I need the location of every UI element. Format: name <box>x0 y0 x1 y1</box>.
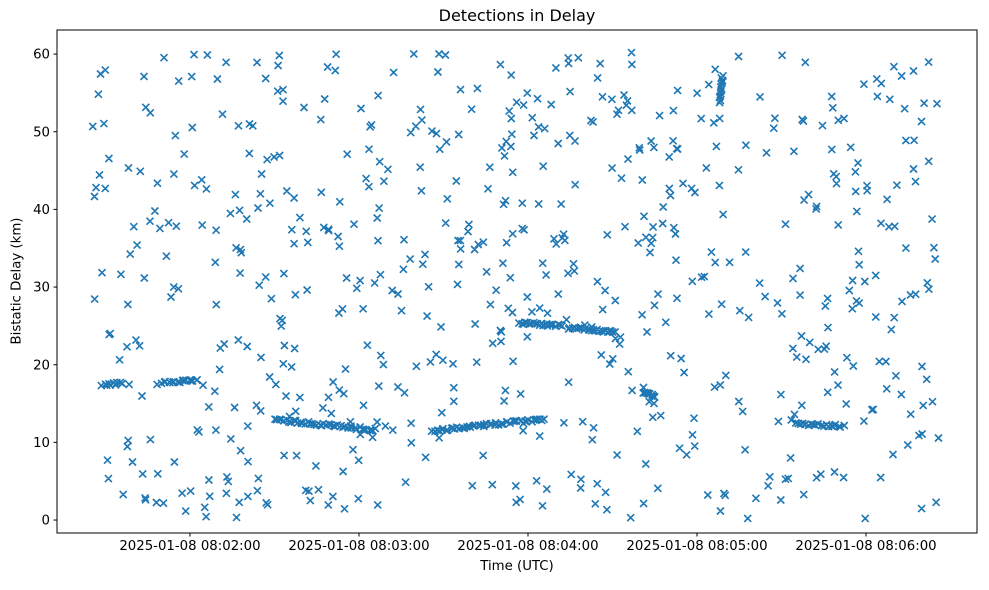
y-tick-label: 0 <box>42 514 50 529</box>
scatter-points <box>88 48 943 523</box>
x-tick-label: 2025-01-08 08:05:00 <box>626 539 767 554</box>
chart-title: Detections in Delay <box>438 6 596 25</box>
y-tick-label: 40 <box>33 203 50 218</box>
x-tick-label: 2025-01-08 08:02:00 <box>119 539 260 554</box>
y-tick-label: 50 <box>33 125 50 140</box>
x-axis-label: Time (UTC) <box>480 559 554 574</box>
y-tick-label: 20 <box>33 358 50 373</box>
x-tick-label: 2025-01-08 08:04:00 <box>457 539 598 554</box>
y-tick-label: 30 <box>33 281 50 296</box>
axes-spines <box>56 29 978 534</box>
x-tick-label: 2025-01-08 08:03:00 <box>288 539 429 554</box>
x-tick-label: 2025-01-08 08:06:00 <box>795 539 936 554</box>
y-tick-label: 10 <box>33 436 50 451</box>
y-tick-label: 60 <box>33 48 50 63</box>
y-axis-label: Bistatic Delay (km) <box>9 217 25 345</box>
